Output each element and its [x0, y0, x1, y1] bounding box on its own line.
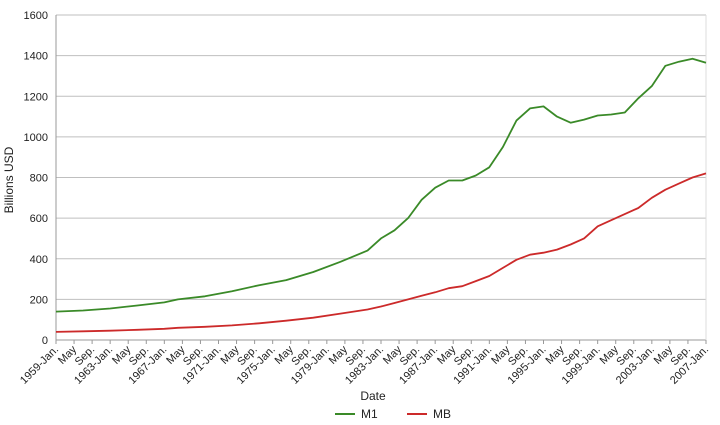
y-tick-label: 1400 [24, 51, 48, 63]
legend-label-m1: M1 [361, 407, 378, 421]
series-line-mb [55, 172, 707, 333]
y-axis-title: Billions USD [2, 146, 16, 213]
gridlines [55, 14, 707, 341]
x-axis-title: Date [360, 389, 386, 403]
y-tick-label: 1200 [24, 91, 48, 103]
y-tick-label: 1000 [24, 132, 48, 144]
y-tick-label: 1600 [24, 10, 48, 22]
y-axis-ticks: 0 200 400 600 800 1000 1200 1400 1600 [24, 10, 48, 347]
legend: M1 MB [335, 407, 451, 421]
y-tick-label: 600 [30, 213, 48, 225]
series-line-m1 [55, 57, 707, 313]
x-axis-ticks: 1959-Jan.MaySep.1963-Jan.MaySep.1967-Jan… [18, 340, 711, 387]
series-layer [55, 57, 707, 333]
y-tick-label: 0 [42, 335, 48, 347]
y-tick-label: 400 [30, 254, 48, 266]
x-tick-label: 1959-Jan. [18, 344, 61, 387]
y-tick-label: 200 [30, 294, 48, 306]
legend-label-mb: MB [433, 407, 451, 421]
y-tick-label: 800 [30, 173, 48, 185]
